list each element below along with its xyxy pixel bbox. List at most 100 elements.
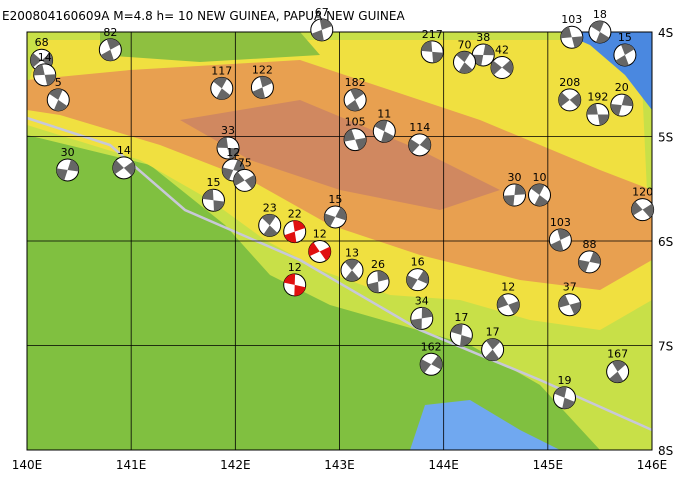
depth-label: 120	[632, 186, 653, 199]
depth-label: 30	[508, 171, 522, 184]
beachball	[366, 270, 390, 294]
beachball	[372, 119, 396, 143]
depth-label: 20	[615, 81, 629, 94]
beachball-quadrant	[558, 92, 581, 108]
beachball-quadrant	[530, 183, 549, 207]
beachball-quadrant	[344, 259, 360, 282]
lon-tick-label: 145E	[533, 458, 564, 472]
depth-label: 103	[561, 13, 582, 26]
beachball	[548, 228, 572, 252]
depth-label: 208	[559, 76, 580, 89]
depth-label: 17	[454, 311, 468, 324]
beachball-quadrant	[311, 18, 333, 41]
beachball	[588, 20, 612, 44]
depth-label: 17	[486, 326, 500, 339]
beachball-quadrant	[609, 360, 626, 383]
beachball-quadrant	[410, 307, 433, 330]
depth-label: 14	[117, 144, 131, 157]
beachball	[98, 38, 122, 62]
beachball-quadrant	[367, 270, 389, 293]
depth-label: 12	[288, 261, 302, 274]
map-title: E200804160609A M=4.8 h= 10 NEW GUINEA, P…	[2, 9, 405, 23]
beachball	[283, 220, 307, 244]
lat-tick-label: 7S	[658, 340, 673, 354]
depth-label: 22	[288, 208, 302, 221]
beachball-quadrant	[202, 189, 225, 212]
beachball-quadrant	[346, 88, 364, 111]
lon-tick-label: 146E	[637, 458, 668, 472]
beachball	[560, 25, 584, 49]
beachball-quadrant	[252, 76, 273, 99]
beachball-quadrant	[344, 129, 367, 150]
beachball	[449, 323, 473, 347]
depth-label: 75	[238, 156, 252, 169]
lon-tick-label: 144E	[428, 458, 459, 472]
depth-label: 15	[328, 193, 342, 206]
beachball-quadrant	[213, 77, 231, 100]
beachball	[558, 293, 582, 317]
beachball	[410, 306, 434, 330]
depth-label: 67	[315, 6, 329, 19]
depth-label: 192	[587, 91, 608, 104]
beachball	[420, 40, 444, 64]
lat-tick-label: 4S	[658, 26, 673, 40]
depth-label: 26	[371, 258, 385, 271]
beachball	[631, 198, 655, 222]
depth-label: 38	[476, 31, 490, 44]
beachball-quadrant	[112, 160, 135, 176]
beachball-quadrant	[558, 294, 581, 315]
depth-label: 68	[35, 36, 49, 49]
beachball	[308, 239, 332, 263]
lat-tick-label: 8S	[658, 444, 673, 458]
depth-label: 15	[206, 176, 220, 189]
beachball	[112, 156, 136, 180]
depth-label: 11	[377, 107, 391, 120]
beachball-quadrant	[610, 94, 633, 116]
beachball	[343, 128, 367, 152]
beachball-quadrant	[56, 159, 79, 181]
beachball	[323, 205, 347, 229]
depth-label: 167	[607, 348, 628, 361]
beachball	[496, 293, 520, 317]
depth-label: 14	[38, 51, 52, 64]
depth-label: 82	[103, 26, 117, 39]
beachball-quadrant	[450, 324, 472, 347]
beachball-quadrant	[33, 64, 56, 86]
beachball	[310, 18, 334, 42]
beachball	[558, 88, 582, 112]
beachball-quadrant	[490, 60, 514, 75]
lat-tick-label: 6S	[658, 235, 673, 249]
depth-label: 34	[415, 294, 429, 307]
beachball-quadrant	[222, 159, 245, 181]
depth-label: 10	[533, 171, 547, 184]
beachball-quadrant	[283, 273, 306, 296]
beachball	[528, 183, 551, 207]
beachball	[453, 50, 476, 74]
beachball	[33, 63, 57, 87]
beachball-quadrant	[550, 228, 571, 251]
beachball-quadrant	[554, 386, 575, 409]
depth-label: 42	[495, 44, 509, 57]
depth-label: 88	[583, 238, 597, 251]
beachball	[46, 88, 70, 112]
beachball	[210, 76, 234, 100]
beachball	[610, 93, 634, 117]
beachball-quadrant	[374, 120, 395, 143]
depth-label: 5	[55, 76, 62, 89]
beachball	[201, 188, 225, 212]
depth-label: 103	[550, 216, 571, 229]
beachball-quadrant	[560, 26, 583, 48]
beachball-quadrant	[456, 51, 473, 74]
beachball	[481, 338, 505, 362]
depth-label: 16	[411, 256, 425, 269]
depth-label: 13	[345, 246, 359, 259]
lon-tick-label: 143E	[324, 458, 355, 472]
beachball-quadrant	[578, 251, 601, 273]
beachball-quadrant	[497, 295, 520, 315]
beachball	[503, 183, 526, 207]
beachball	[553, 386, 576, 410]
beachball	[258, 213, 282, 237]
beachball-quadrant	[590, 20, 610, 44]
depth-label: 182	[345, 76, 366, 89]
